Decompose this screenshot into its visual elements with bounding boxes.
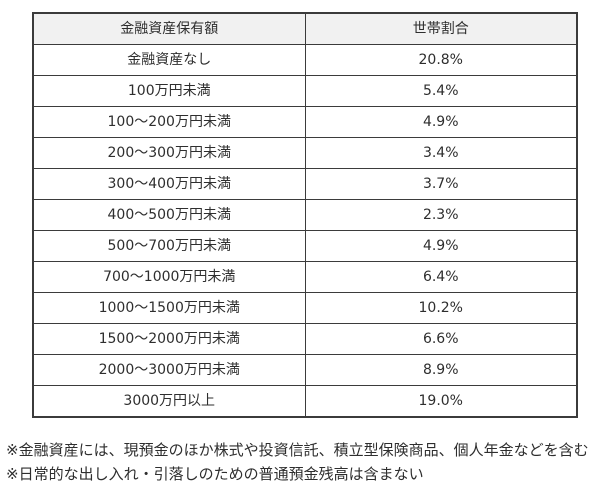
- asset-range-cell: 3000万円以上: [32, 385, 306, 418]
- share-value-cell: 3.7%: [304, 168, 578, 200]
- asset-range-cell: 500〜700万円未満: [32, 230, 306, 262]
- table-row: 300〜400万円未満 3.7%: [32, 168, 578, 200]
- table-row: 2000〜3000万円未満 8.9%: [32, 354, 578, 386]
- asset-range-cell: 400〜500万円未満: [32, 199, 306, 231]
- share-value-cell: 20.8%: [304, 44, 578, 76]
- asset-range-cell: 1500〜2000万円未満: [32, 323, 306, 355]
- share-value-cell: 2.3%: [304, 199, 578, 231]
- table-row: 3000万円以上 19.0%: [32, 385, 578, 418]
- table-row: 700〜1000万円未満 6.4%: [32, 261, 578, 293]
- asset-range-cell: 100〜200万円未満: [32, 106, 306, 138]
- asset-range-cell: 1000〜1500万円未満: [32, 292, 306, 324]
- footnote-assets-definition: ※金融資産には、現預金のほか株式や投資信託、積立型保険商品、個人年金などを含む: [6, 441, 589, 459]
- table-row: 200〜300万円未満 3.4%: [32, 137, 578, 169]
- asset-range-cell: 300〜400万円未満: [32, 168, 306, 200]
- column-header-asset-amount: 金融資産保有額: [32, 12, 306, 45]
- asset-range-cell: 700〜1000万円未満: [32, 261, 306, 293]
- financial-assets-table: 金融資産保有額 世帯割合 金融資産なし 20.8% 100万円未満 5.4% 1…: [32, 12, 578, 418]
- asset-range-cell: 金融資産なし: [32, 44, 306, 76]
- table-row: 1500〜2000万円未満 6.6%: [32, 323, 578, 355]
- footnote-ordinary-deposit-exclusion: ※日常的な出し入れ・引落しのための普通預金残高は含まない: [6, 465, 424, 483]
- column-header-household-share: 世帯割合: [304, 12, 578, 45]
- table-row: 500〜700万円未満 4.9%: [32, 230, 578, 262]
- share-value-cell: 4.9%: [304, 106, 578, 138]
- share-value-cell: 4.9%: [304, 230, 578, 262]
- asset-range-cell: 100万円未満: [32, 75, 306, 107]
- share-value-cell: 8.9%: [304, 354, 578, 386]
- table-header-row: 金融資産保有額 世帯割合: [32, 12, 578, 45]
- table-row: 100万円未満 5.4%: [32, 75, 578, 107]
- share-value-cell: 6.6%: [304, 323, 578, 355]
- table-row: 1000〜1500万円未満 10.2%: [32, 292, 578, 324]
- table-row: 金融資産なし 20.8%: [32, 44, 578, 76]
- table-row: 100〜200万円未満 4.9%: [32, 106, 578, 138]
- share-value-cell: 5.4%: [304, 75, 578, 107]
- share-value-cell: 10.2%: [304, 292, 578, 324]
- share-value-cell: 6.4%: [304, 261, 578, 293]
- share-value-cell: 3.4%: [304, 137, 578, 169]
- table-row: 400〜500万円未満 2.3%: [32, 199, 578, 231]
- share-value-cell: 19.0%: [304, 385, 578, 418]
- asset-range-cell: 200〜300万円未満: [32, 137, 306, 169]
- asset-range-cell: 2000〜3000万円未満: [32, 354, 306, 386]
- footnotes: ※金融資産には、現預金のほか株式や投資信託、積立型保険商品、個人年金などを含む …: [6, 438, 589, 486]
